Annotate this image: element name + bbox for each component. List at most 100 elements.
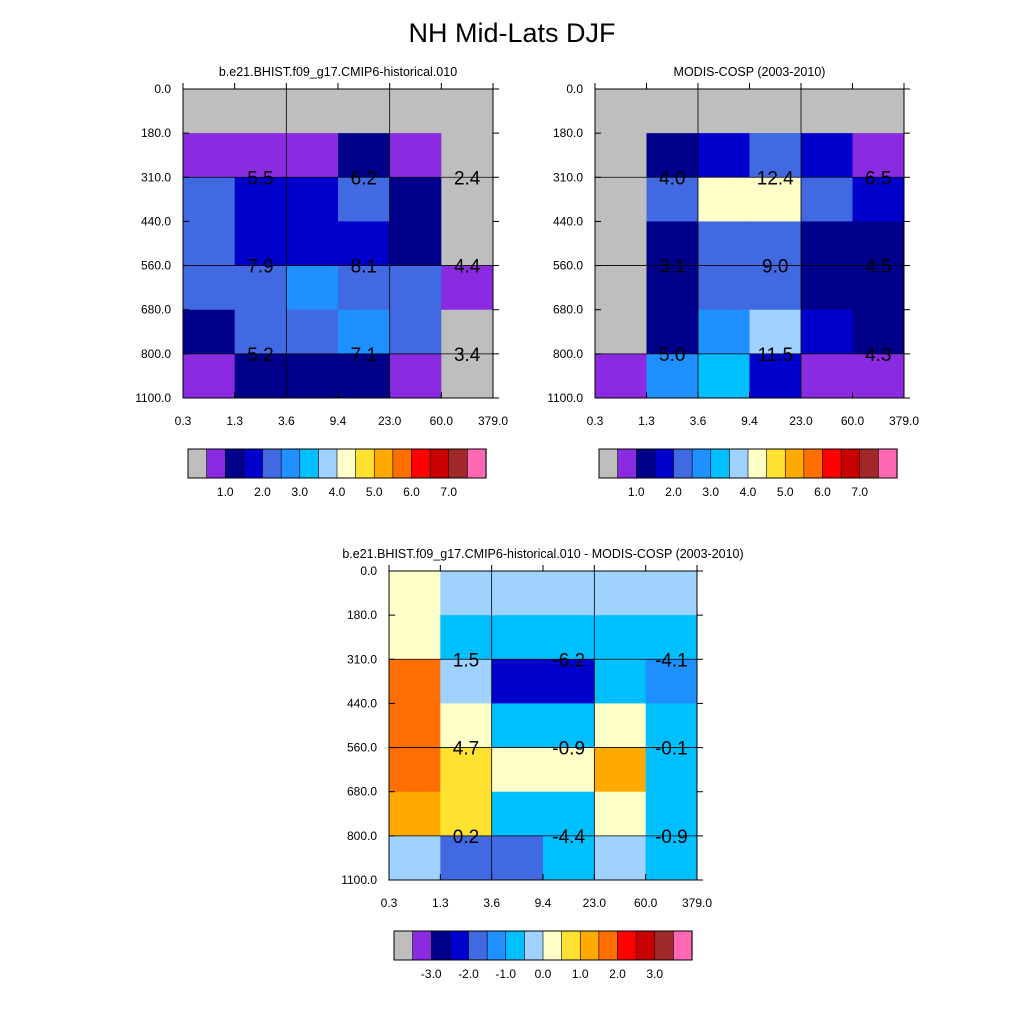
heatmap-cell: [491, 659, 544, 704]
heatmap-cell: [852, 133, 905, 178]
colorbar-swatch: [448, 448, 468, 479]
heatmap-cell: [234, 177, 287, 222]
x-tick-label: 9.4: [330, 414, 347, 428]
y-tick-label: 1100.0: [547, 391, 583, 405]
y-tick-label: 180.0: [347, 608, 377, 622]
colorbar-frame: [187, 448, 487, 479]
x-tick-label: 60.0: [430, 414, 454, 428]
colorbar-label: 6.0: [814, 485, 831, 499]
colorbar-swatch: [467, 448, 487, 479]
colorbar-swatch: [598, 930, 619, 961]
colorbar-label: 3.0: [702, 485, 719, 499]
colorbar-label: 6.0: [403, 485, 420, 499]
colorbar-swatch: [673, 930, 693, 961]
y-tick-label: 800.0: [347, 829, 377, 843]
colorbar-swatch: [468, 930, 488, 961]
heatmap-cell: [594, 659, 647, 704]
colorbar-label: 7.0: [440, 485, 457, 499]
x-tick-label: 0.3: [587, 414, 604, 428]
heatmap-cell: [286, 309, 339, 355]
colorbar-swatch: [449, 930, 470, 961]
x-tick-label: 1.3: [638, 414, 655, 428]
heatmap-cell: [646, 133, 699, 178]
heatmap-cell: [801, 309, 853, 355]
figure-title: NH Mid-Lats DJF: [408, 18, 616, 48]
heatmap-cell: [338, 89, 391, 134]
colorbar-label: 2.0: [254, 485, 271, 499]
heatmap-cell: [543, 615, 595, 660]
cell-value-label: -0.9: [655, 827, 688, 848]
cell-value-label: 4.4: [454, 257, 481, 278]
cell-value-label: -4.4: [552, 827, 585, 848]
heatmap-cell: [338, 221, 391, 266]
heatmap-cell: [646, 177, 699, 222]
colorbar-swatch: [784, 448, 805, 479]
y-tick-label: 800.0: [141, 347, 171, 361]
heatmap-cell: [389, 89, 442, 134]
heatmap-cell: [646, 265, 699, 311]
heatmap-cell: [338, 177, 391, 222]
heatmap-cell: [441, 221, 494, 266]
heatmap-cell: [234, 89, 287, 134]
heatmap-cell: [440, 571, 493, 616]
heatmap-cell: [646, 221, 699, 266]
cell-value-label: 11.5: [757, 345, 793, 366]
heatmap-cell: [645, 835, 698, 881]
x-tick-label: 3.6: [690, 414, 707, 428]
colorbar-swatch: [840, 448, 861, 479]
heatmap-cell: [595, 309, 647, 355]
heatmap-cell: [698, 353, 750, 399]
heatmap-cell: [852, 177, 905, 222]
heatmap-cell: [595, 353, 647, 399]
panel-model: b.e21.BHIST.f09_g17.CMIP6-historical.010…: [135, 65, 508, 499]
x-tick-label: 1.3: [432, 896, 449, 910]
heatmap-cell: [389, 265, 442, 311]
heatmap-cell: [698, 89, 750, 134]
heatmap-cell: [338, 309, 391, 355]
x-tick-label: 0.3: [175, 414, 192, 428]
heatmap-cell: [749, 309, 802, 355]
y-tick-label: 1100.0: [341, 873, 377, 887]
x-tick-label: 9.4: [535, 896, 552, 910]
heatmap-cell: [389, 133, 442, 178]
heatmap-cell: [389, 221, 442, 266]
heatmap-cell: [183, 309, 236, 355]
colorbar-swatch: [373, 448, 394, 479]
colorbar-swatch: [579, 930, 600, 961]
cell-value-label: 3.4: [454, 345, 481, 366]
colorbar-swatch: [635, 448, 656, 479]
colorbar-swatch: [411, 448, 431, 479]
colorbar-label: 2.0: [609, 967, 626, 981]
y-tick-label: 680.0: [141, 303, 171, 317]
colorbar-label: 3.0: [646, 967, 663, 981]
heatmap-cell: [594, 747, 647, 793]
heatmap-cell: [645, 747, 698, 793]
heatmap-cell: [698, 221, 750, 266]
heatmap-cell: [440, 791, 493, 837]
colorbar-swatch: [262, 448, 282, 479]
colorbar-label: 1.0: [217, 485, 234, 499]
colorbar-swatch: [224, 448, 245, 479]
colorbar-swatch: [187, 448, 208, 479]
cell-value-label: 0.2: [453, 827, 479, 848]
colorbar: 1.0 2.0 3.0 4.0 5.0 6.0 7.0: [187, 448, 487, 499]
x-tick-label: 60.0: [634, 896, 658, 910]
colorbar-label: -1.0: [495, 967, 516, 981]
cell-value-label: 7.9: [247, 257, 273, 278]
x-tick-label: 379.0: [478, 414, 508, 428]
y-tick-label: 1100.0: [135, 391, 171, 405]
colorbar-label: 1.0: [628, 485, 645, 499]
heatmap-cell: [543, 703, 595, 748]
colorbar-swatch: [803, 448, 824, 479]
colorbar-swatch: [598, 448, 619, 479]
cell-value-label: 4.3: [865, 345, 891, 366]
heatmap-cell: [645, 571, 698, 616]
heatmap-cell: [749, 221, 802, 266]
heatmap-cell: [852, 221, 905, 266]
heatmap-cell: [646, 353, 699, 399]
cell-value-label: 7.1: [351, 345, 377, 366]
y-tick-label: 180.0: [553, 126, 583, 140]
colorbar-swatch: [859, 448, 879, 479]
heatmap-cell: [595, 177, 647, 222]
x-tick-label: 23.0: [378, 414, 402, 428]
